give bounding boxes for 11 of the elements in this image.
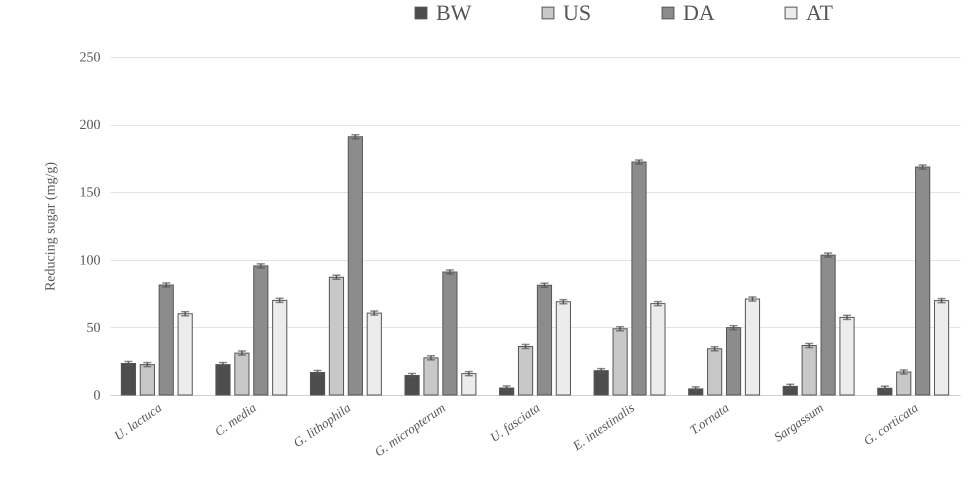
y-tick-label: 0 bbox=[94, 388, 100, 404]
y-tick-label: 50 bbox=[86, 320, 100, 336]
legend-label: BW bbox=[436, 0, 472, 25]
legend-label: AT bbox=[806, 0, 834, 25]
legend-label: US bbox=[563, 0, 592, 25]
y-tick-label: 250 bbox=[80, 50, 100, 66]
y-axis-title: Reducing sugar (mg/g) bbox=[44, 162, 58, 292]
y-tick-label: 100 bbox=[80, 253, 100, 268]
legend-label: DA bbox=[683, 0, 715, 25]
y-tick-label: 200 bbox=[80, 118, 100, 134]
y-tick-label: 150 bbox=[80, 186, 100, 201]
